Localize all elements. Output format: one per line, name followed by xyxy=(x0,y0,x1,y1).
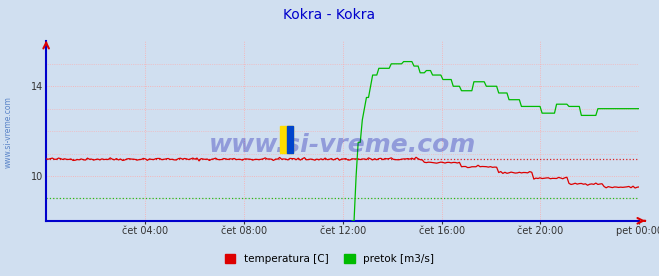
Text: www.si-vreme.com: www.si-vreme.com xyxy=(3,97,13,168)
Legend: temperatura [C], pretok [m3/s]: temperatura [C], pretok [m3/s] xyxy=(221,250,438,268)
Text: Kokra - Kokra: Kokra - Kokra xyxy=(283,8,376,22)
Bar xyxy=(287,126,293,153)
Bar xyxy=(281,126,293,153)
Text: www.si-vreme.com: www.si-vreme.com xyxy=(209,134,476,157)
